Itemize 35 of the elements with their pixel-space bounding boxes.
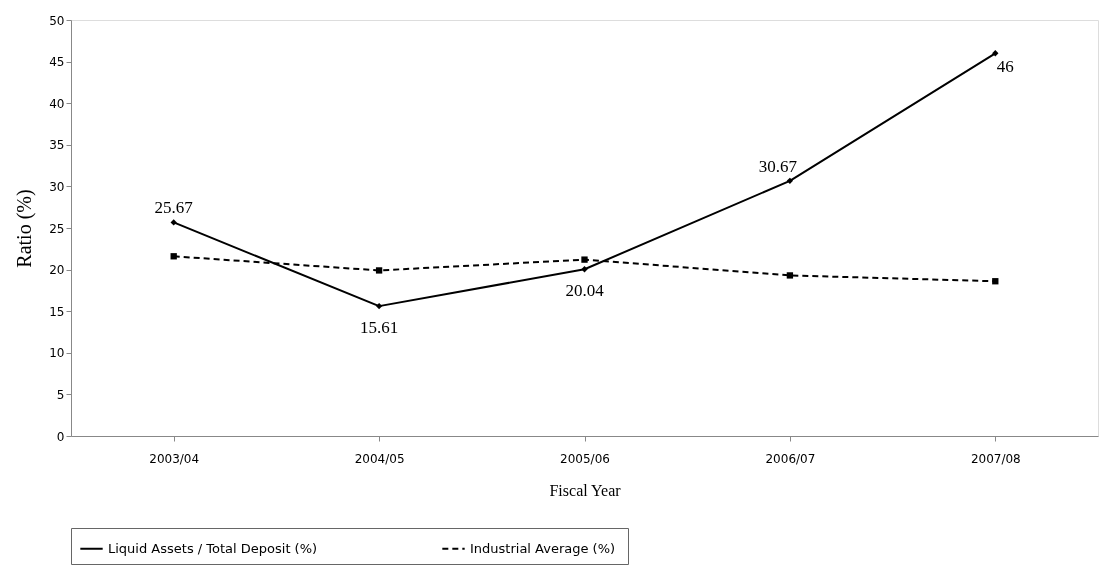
y-tick-label: 0 (56, 429, 65, 444)
data-label: 46 (996, 57, 1014, 77)
x-tick-label: 2006/07 (765, 451, 816, 466)
point (786, 272, 794, 279)
y-tick-label: 30 (49, 179, 65, 194)
point (375, 302, 383, 310)
y-axis-title: Ratio (%) (13, 189, 37, 268)
y-tick-label: 35 (49, 138, 65, 153)
y-tick-label: 40 (49, 96, 65, 111)
point (992, 50, 999, 57)
x-axis-title: Fiscal Year (549, 481, 622, 499)
x-tick-label: 2005/06 (560, 451, 610, 466)
data-label: 20.04 (565, 281, 605, 301)
data-label: 15.61 (359, 318, 399, 338)
point (581, 256, 588, 263)
y-tick-label: 20 (49, 263, 65, 278)
legend-label: Liquid Assets / Total Deposit (%) (108, 540, 318, 556)
y-tick-label: 10 (49, 346, 65, 361)
y-tick-label: 15 (49, 304, 65, 319)
x-tick-label: 2004/05 (354, 451, 405, 466)
x-tick-label: 2003/04 (149, 451, 200, 466)
point (581, 266, 588, 273)
legend-label: Industrial Average (%) (470, 540, 616, 556)
data-label: 25.67 (154, 198, 194, 218)
point (992, 278, 999, 285)
y-tick-label: 50 (49, 13, 65, 28)
point (375, 267, 383, 274)
y-tick-label: 45 (49, 55, 65, 70)
x-tick-label: 2007/08 (970, 451, 1021, 466)
data-label: 30.67 (758, 156, 798, 176)
point (786, 177, 794, 184)
point (170, 253, 177, 260)
point (170, 219, 177, 226)
y-tick-label: 5 (56, 387, 65, 402)
y-tick-label: 25 (49, 221, 65, 236)
